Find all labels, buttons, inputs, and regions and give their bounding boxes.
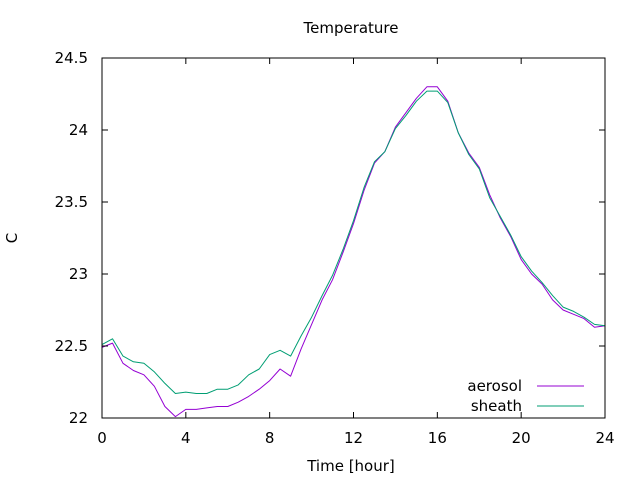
legend-label-sheath: sheath bbox=[471, 397, 522, 415]
y-tick-label: 24 bbox=[69, 121, 88, 139]
y-tick-label: 22 bbox=[69, 409, 88, 427]
x-axis-ticks: 0 4 8 12 16 20 24 bbox=[97, 58, 615, 447]
y-tick-label: 22.5 bbox=[55, 337, 88, 355]
x-tick-label: 20 bbox=[512, 429, 531, 447]
y-tick-label: 23.5 bbox=[55, 193, 88, 211]
series-line-sheath bbox=[101, 90, 606, 394]
legend: aerosol sheath bbox=[467, 377, 584, 415]
y-axis-ticks: 22 22.5 23 23.5 24 24.5 bbox=[55, 49, 605, 427]
x-tick-label: 4 bbox=[181, 429, 191, 447]
plot-series bbox=[101, 86, 606, 418]
y-axis-title: C bbox=[3, 233, 21, 243]
x-axis-title: Time [hour] bbox=[306, 457, 395, 475]
x-tick-label: 24 bbox=[595, 429, 614, 447]
chart-title: Temperature bbox=[302, 19, 398, 37]
x-tick-label: 16 bbox=[428, 429, 447, 447]
y-tick-label: 24.5 bbox=[55, 49, 88, 67]
x-tick-label: 0 bbox=[97, 429, 107, 447]
x-tick-label: 8 bbox=[265, 429, 275, 447]
series-line-aerosol bbox=[101, 86, 606, 418]
x-tick-label: 12 bbox=[344, 429, 363, 447]
y-tick-label: 23 bbox=[69, 265, 88, 283]
legend-label-aerosol: aerosol bbox=[467, 377, 522, 395]
